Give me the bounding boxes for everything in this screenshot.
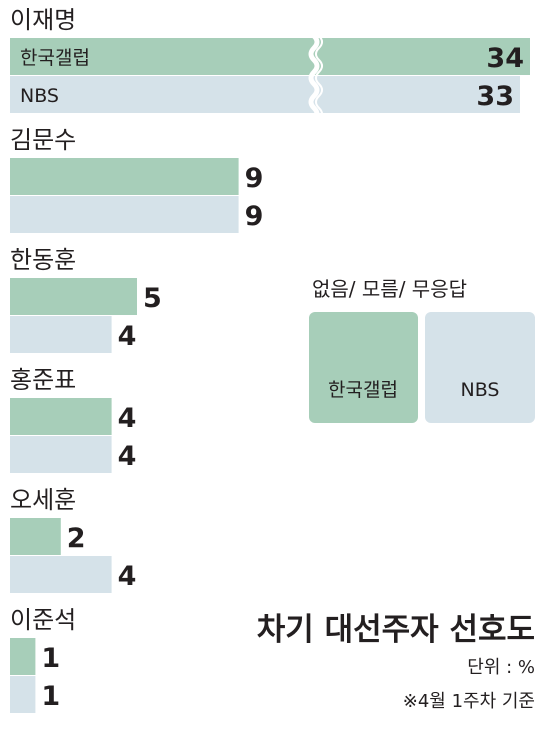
legend: 없음/ 모름/ 무응답 한국갤럽 NBS [309, 277, 535, 423]
legend-title: 없음/ 모름/ 무응답 [312, 277, 467, 301]
value-label-cand-4-series-1: 4 [118, 561, 137, 592]
value-label-cand-5-series-0: 1 [41, 643, 60, 674]
candidate-name-5: 이준석 [10, 606, 76, 634]
legend-swatch-nbs [425, 312, 535, 423]
value-label-cand-3-series-1: 4 [118, 441, 137, 472]
value-label-cand-0-series-0: 34 [486, 43, 524, 74]
bar-cand-1-series-1 [10, 196, 239, 233]
bar-cand-5-series-0 [10, 638, 36, 675]
bar-series-label-1: NBS [20, 85, 59, 107]
chart-title: 차기 대선주자 선호도 [257, 612, 535, 648]
bar-cand-3-series-0 [10, 398, 112, 435]
bar-cand-0-series-1 [10, 76, 520, 113]
bar-cand-2-series-1 [10, 316, 112, 353]
candidate-name-1: 김문수 [10, 126, 76, 154]
bar-cand-2-series-0 [10, 278, 137, 315]
value-label-cand-2-series-0: 5 [143, 283, 162, 314]
axis-break-mark [308, 34, 320, 122]
value-label-cand-4-series-0: 2 [67, 523, 86, 554]
value-label-cand-1-series-0: 9 [245, 163, 264, 194]
bar-cand-4-series-0 [10, 518, 61, 555]
value-label-cand-1-series-1: 9 [245, 201, 264, 232]
legend-swatch-gallup [309, 312, 418, 423]
axis-break-mark-2 [315, 35, 323, 121]
bar-cand-5-series-1 [10, 676, 36, 713]
value-label-cand-0-series-1: 33 [476, 81, 514, 112]
bar-cand-1-series-0 [10, 158, 239, 195]
legend-label-nbs: NBS [461, 379, 500, 401]
value-label-cand-2-series-1: 4 [118, 321, 137, 352]
bar-series-label-0: 한국갤럽 [20, 47, 90, 69]
bar-cand-0-series-0 [10, 38, 530, 75]
candidate-name-4: 오세훈 [10, 486, 76, 514]
candidate-name-2: 한동훈 [10, 246, 76, 274]
unit-note: 단위 : % [467, 657, 535, 678]
candidate-name-3: 홍준표 [10, 366, 76, 394]
bar-cand-4-series-1 [10, 556, 112, 593]
value-label-cand-3-series-0: 4 [118, 403, 137, 434]
legend-label-gallup: 한국갤럽 [328, 379, 398, 401]
bar-cand-3-series-1 [10, 436, 112, 473]
date-note: ※4월 1주차 기준 [403, 691, 535, 712]
value-label-cand-5-series-1: 1 [41, 681, 60, 712]
candidate-name-0: 이재명 [10, 6, 76, 34]
